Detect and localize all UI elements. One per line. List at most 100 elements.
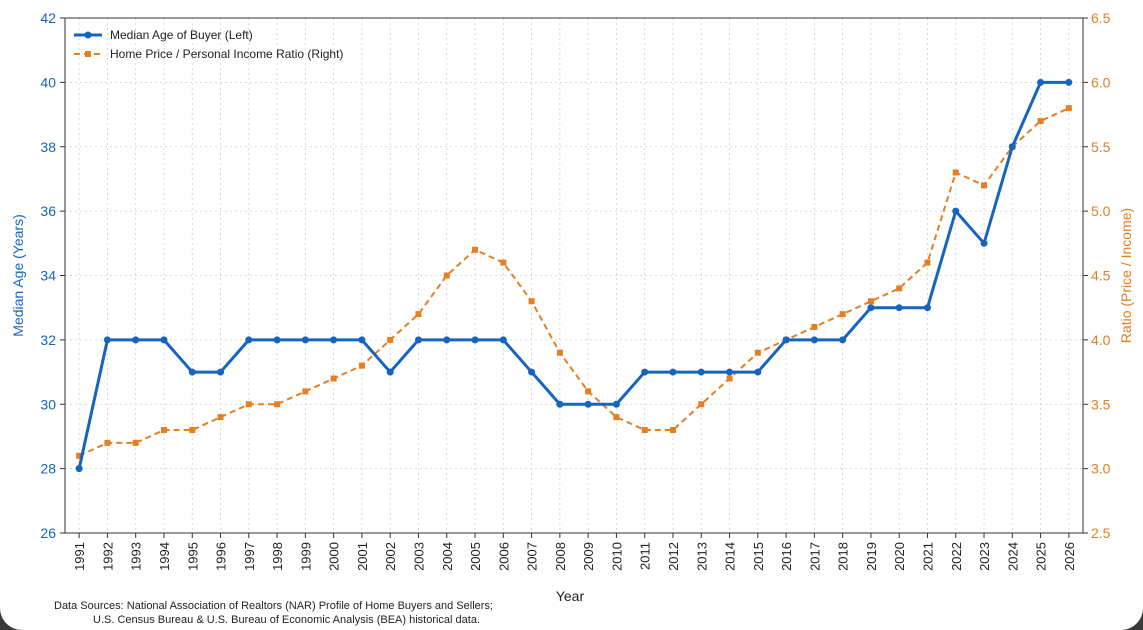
x-tick-label: 1995 xyxy=(185,542,200,571)
data-point-median-age xyxy=(528,368,536,376)
x-tick-label: 2004 xyxy=(440,542,455,571)
legend-label-median-age: Median Age of Buyer (Left) xyxy=(110,28,253,42)
left-tick-label: 32 xyxy=(40,332,56,348)
data-point-price-income-ratio xyxy=(726,375,733,382)
data-point-price-income-ratio xyxy=(952,169,959,176)
data-point-price-income-ratio xyxy=(472,246,479,253)
x-tick-label: 2020 xyxy=(892,542,907,571)
data-point-price-income-ratio xyxy=(896,285,903,292)
x-tick-label: 2012 xyxy=(666,542,681,571)
x-tick-label: 2024 xyxy=(1005,542,1020,571)
footnote-sources-line-1: Data Sources: National Association of Re… xyxy=(54,600,493,612)
data-point-price-income-ratio xyxy=(1065,105,1072,112)
data-point-price-income-ratio xyxy=(387,336,394,343)
data-point-price-income-ratio xyxy=(585,388,592,395)
x-tick-label: 2026 xyxy=(1062,542,1077,571)
data-point-price-income-ratio xyxy=(556,349,563,356)
data-point-median-age xyxy=(584,400,592,408)
x-tick-label: 2001 xyxy=(355,542,370,571)
data-point-price-income-ratio xyxy=(754,349,761,356)
data-point-median-age xyxy=(103,336,111,344)
right-tick-label: 5.5 xyxy=(1091,139,1111,155)
data-point-median-age xyxy=(895,304,903,312)
data-point-median-age xyxy=(726,368,734,376)
data-point-median-age xyxy=(499,336,507,344)
right-tick-label: 6.0 xyxy=(1091,74,1111,90)
data-point-median-age xyxy=(641,368,649,376)
x-tick-label: 2017 xyxy=(807,542,822,571)
x-tick-label: 2015 xyxy=(751,542,766,571)
data-point-median-age xyxy=(1008,143,1016,151)
x-tick-label: 2000 xyxy=(327,542,342,571)
data-point-median-age xyxy=(810,336,818,344)
left-tick-label: 30 xyxy=(40,396,56,412)
left-tick-label: 40 xyxy=(40,74,56,90)
x-tick-label: 2023 xyxy=(977,542,992,571)
data-point-price-income-ratio xyxy=(274,401,281,408)
data-point-price-income-ratio xyxy=(924,259,931,266)
data-point-median-age xyxy=(754,368,762,376)
x-tick-label: 1997 xyxy=(242,542,257,571)
data-point-price-income-ratio xyxy=(443,272,450,279)
data-point-median-age xyxy=(697,368,705,376)
data-point-price-income-ratio xyxy=(867,298,874,305)
data-point-price-income-ratio xyxy=(132,439,139,446)
data-point-price-income-ratio xyxy=(76,452,83,459)
x-tick-label: 1999 xyxy=(298,542,313,571)
data-point-median-age xyxy=(217,368,225,376)
x-tick-label: 1994 xyxy=(157,542,172,571)
legend-label-price-income-ratio: Home Price / Personal Income Ratio (Righ… xyxy=(110,47,343,61)
data-point-median-age xyxy=(923,304,931,312)
x-tick-label: 2025 xyxy=(1034,542,1049,571)
data-point-median-age xyxy=(782,336,790,344)
data-point-median-age xyxy=(980,239,988,247)
data-point-price-income-ratio xyxy=(415,311,422,318)
right-axis-label: Ratio (Price / Income) xyxy=(1118,208,1134,343)
left-tick-label: 34 xyxy=(40,268,56,284)
right-tick-label: 6.5 xyxy=(1091,10,1111,26)
footnote-sources-line-2: U.S. Census Bureau & U.S. Bureau of Econ… xyxy=(93,614,481,626)
right-tick-label: 5.0 xyxy=(1091,203,1111,219)
data-point-median-age xyxy=(952,207,960,215)
right-tick-label: 3.0 xyxy=(1091,461,1111,477)
left-tick-label: 36 xyxy=(40,203,56,219)
left-tick-label: 42 xyxy=(40,10,56,26)
x-tick-label: 1991 xyxy=(72,542,87,571)
data-point-price-income-ratio xyxy=(641,427,648,433)
x-tick-label: 2009 xyxy=(581,542,596,571)
x-tick-label: 2016 xyxy=(779,542,794,571)
x-tick-label: 2013 xyxy=(694,542,709,571)
data-point-price-income-ratio xyxy=(330,375,337,382)
data-point-price-income-ratio xyxy=(358,362,365,369)
x-tick-label: 2022 xyxy=(949,542,964,571)
data-point-median-age xyxy=(188,368,196,376)
series-line-price-income-ratio xyxy=(78,107,1070,457)
data-point-price-income-ratio xyxy=(698,401,705,408)
data-point-median-age xyxy=(358,336,366,344)
data-point-median-age xyxy=(414,336,422,344)
right-tick-label: 2.5 xyxy=(1091,525,1111,541)
data-point-median-age xyxy=(1065,78,1073,86)
x-tick-label: 2003 xyxy=(411,542,426,571)
data-point-median-age xyxy=(330,336,338,344)
x-tick-label: 1992 xyxy=(100,542,115,571)
data-point-median-age xyxy=(867,304,875,312)
data-point-price-income-ratio xyxy=(613,414,620,421)
x-tick-label: 2008 xyxy=(553,542,568,571)
right-tick-label: 4.0 xyxy=(1091,332,1111,348)
data-point-price-income-ratio xyxy=(302,388,309,395)
data-point-median-age xyxy=(669,368,677,376)
x-tick-label: 1996 xyxy=(214,542,229,571)
data-point-median-age xyxy=(75,465,83,473)
data-point-median-age xyxy=(443,336,451,344)
data-point-median-age xyxy=(132,336,140,344)
data-point-price-income-ratio xyxy=(1037,118,1044,124)
x-tick-label: 2010 xyxy=(609,542,624,571)
x-tick-label: 1993 xyxy=(129,542,144,571)
data-point-price-income-ratio xyxy=(839,311,846,318)
series-line-median-age xyxy=(77,80,1069,469)
data-point-price-income-ratio xyxy=(217,414,224,421)
data-point-price-income-ratio xyxy=(500,259,507,266)
